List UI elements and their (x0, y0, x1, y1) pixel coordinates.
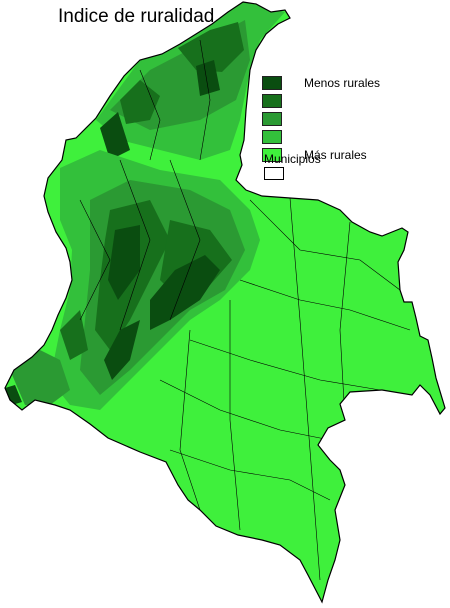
municipios-swatch (264, 167, 284, 180)
legend-label: Más rurales (304, 148, 367, 162)
legend-item-0: Menos rurales (262, 74, 442, 92)
legend-swatch (262, 148, 282, 162)
legend-item-3 (262, 128, 442, 146)
map-title: Indice de ruralidad. (58, 6, 220, 27)
legend-item-4: Más rurales (262, 146, 442, 164)
legend-item-1 (262, 92, 442, 110)
rurality-shading (5, 2, 285, 410)
municipio-boundaries (79, 39, 411, 581)
legend-swatch (262, 94, 282, 108)
legend-item-2 (262, 110, 442, 128)
municipios-label: Municipios (264, 152, 321, 166)
legend-swatch (262, 112, 282, 126)
legend-swatch (262, 76, 282, 90)
legend: Menos rurales Más rurales (262, 74, 442, 164)
legend-swatch (262, 130, 282, 144)
legend-label: Menos rurales (304, 76, 381, 90)
